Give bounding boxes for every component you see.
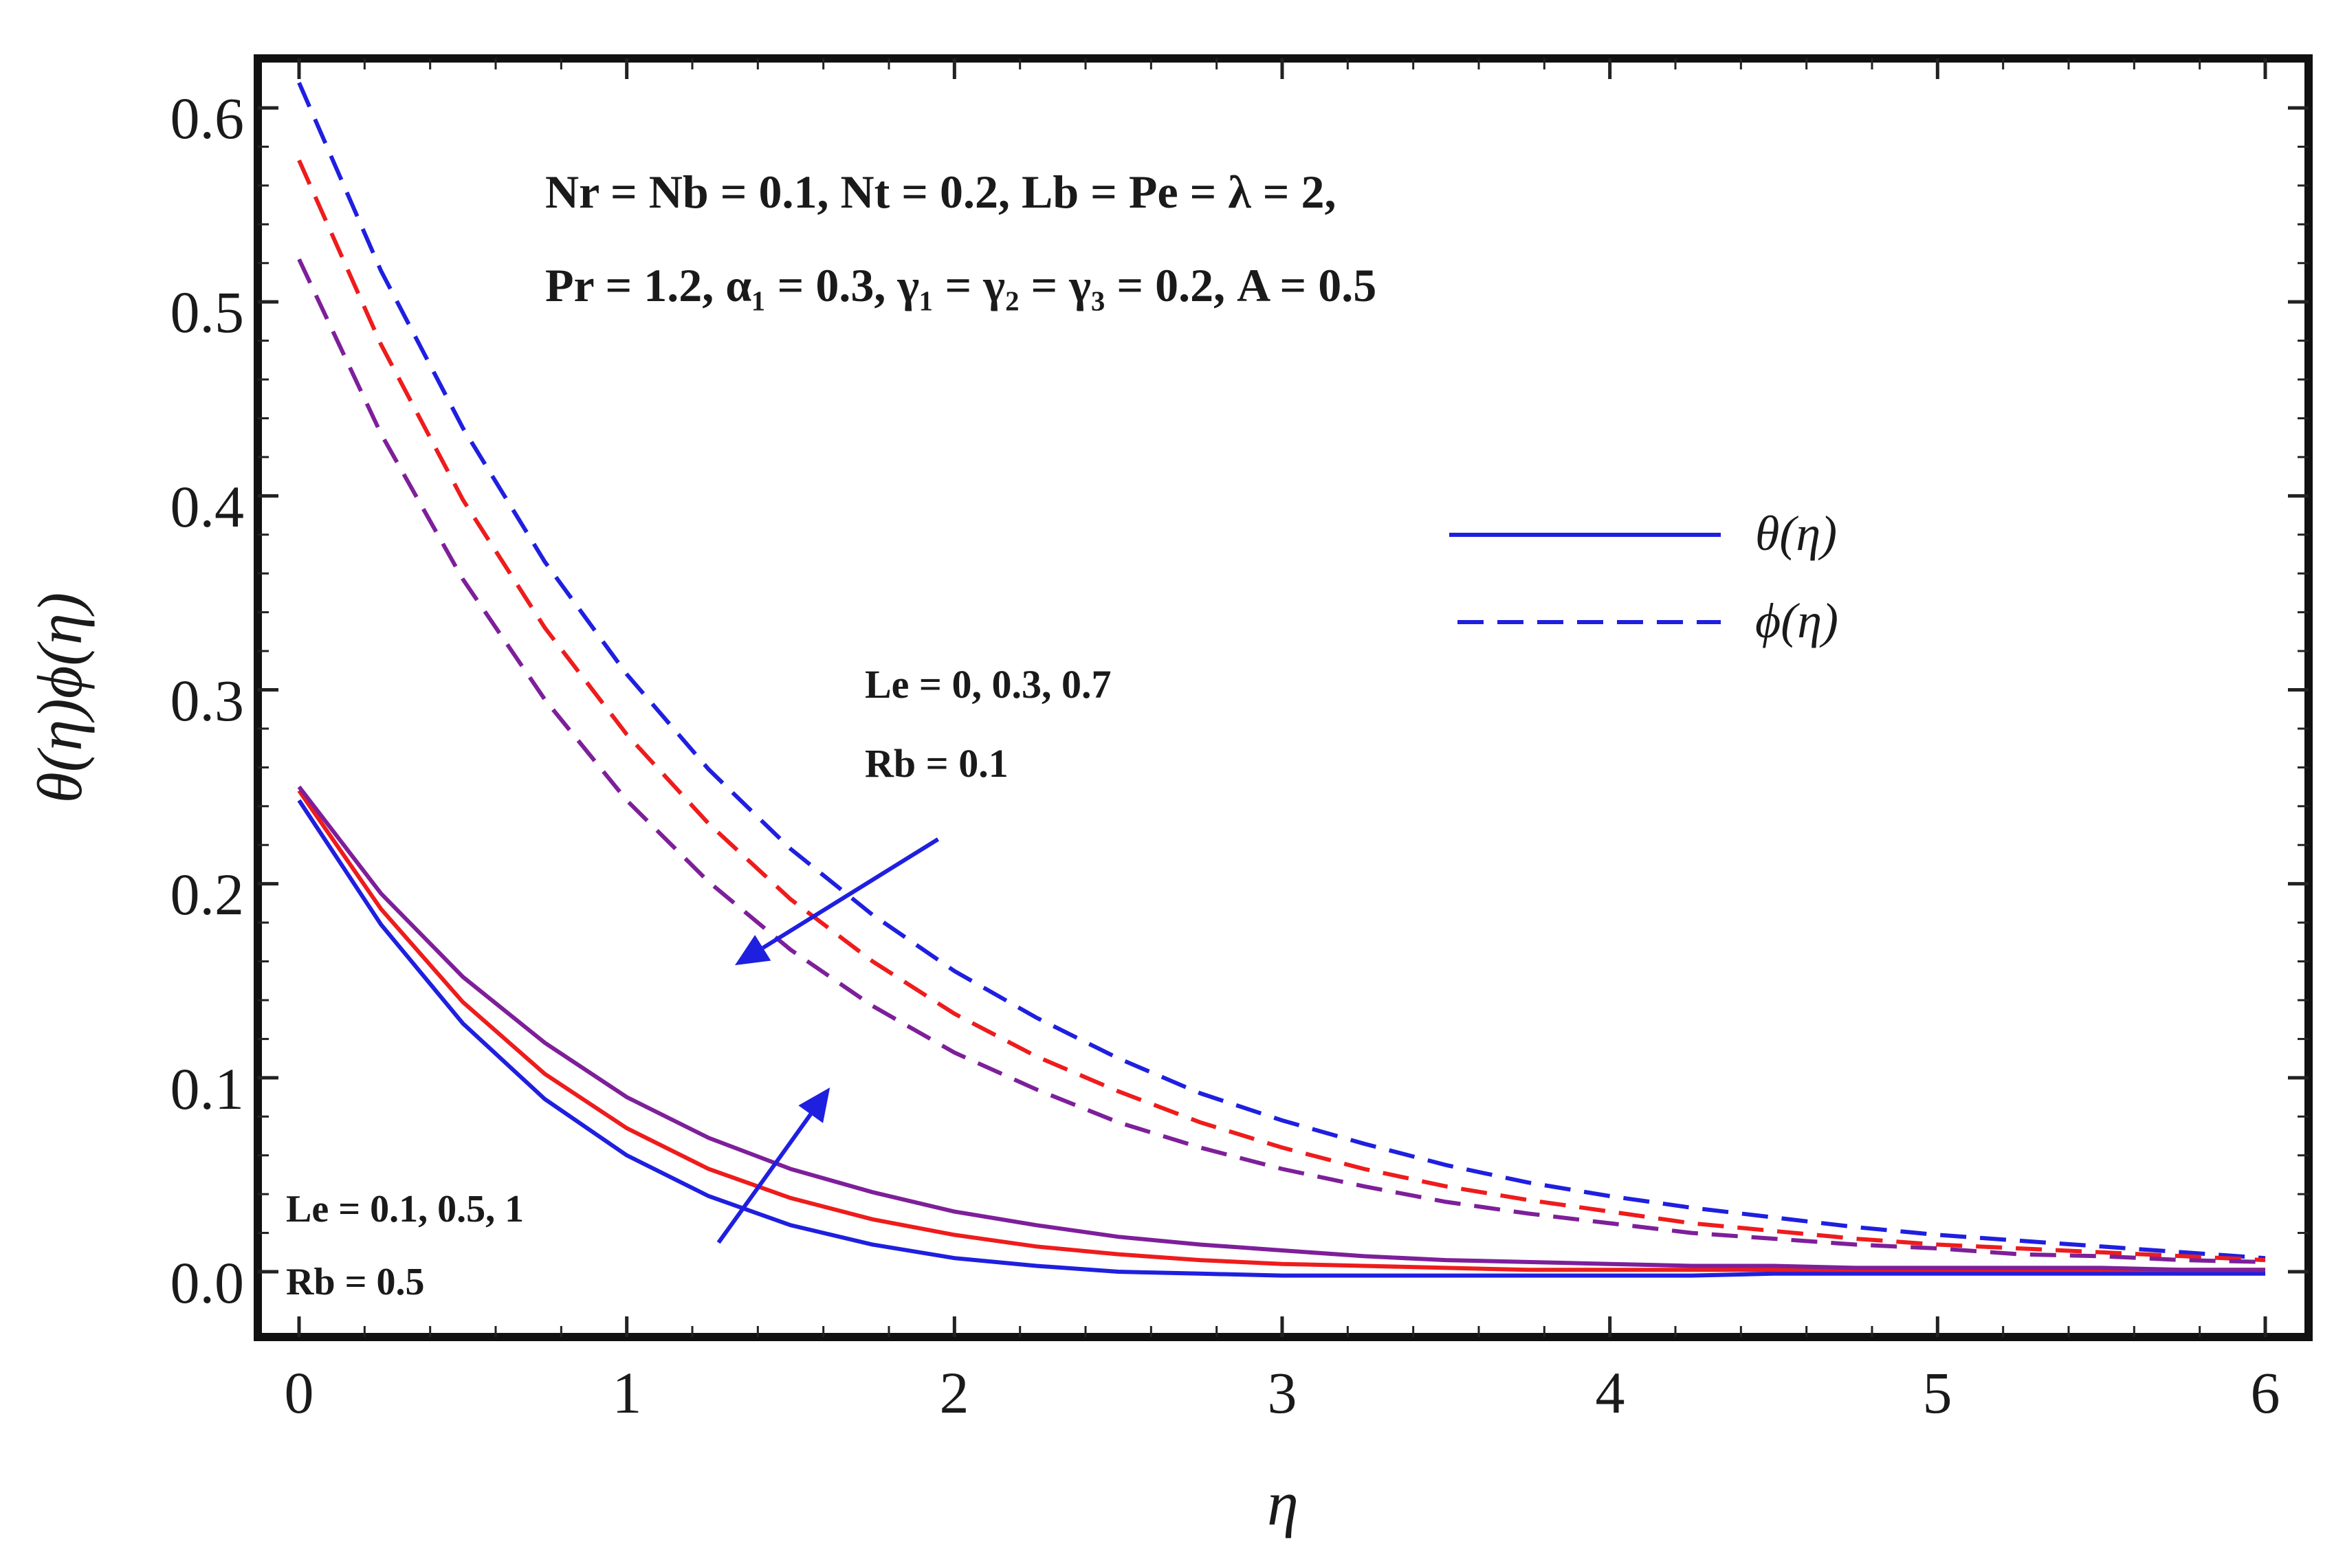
x-tick-label: 5 [1923, 1360, 1952, 1426]
theta-curve-0 [297, 799, 2265, 1278]
axis-ticks [258, 58, 2309, 1337]
y-tick-labels: 0.0 0.1 0.2 0.3 0.4 0.5 0.6 [170, 85, 245, 1316]
y-axis-title: θ(η)ϕ(η) [25, 593, 95, 804]
x-tick-label: 6 [2251, 1360, 2280, 1426]
y-tick-label: 0.1 [170, 1056, 245, 1122]
y-tick-label: 0.2 [170, 861, 245, 927]
x-tick-label: 1 [613, 1360, 642, 1426]
phi-curve-4 [297, 159, 2266, 1263]
phi-curve-3 [297, 82, 2266, 1261]
phi-case-label-rb: Rb = 0.1 [865, 741, 1009, 786]
legend-label-theta: θ(η) [1755, 506, 1837, 561]
phi-trend-arrow-shaft [762, 837, 940, 950]
x-tick-label: 3 [1268, 1360, 1297, 1426]
phi-case-label-le: Le = 0, 0.3, 0.7 [865, 662, 1111, 707]
trend-arrows [716, 837, 940, 1244]
theta-trend-arrow-shaft [716, 1113, 813, 1244]
x-tick-label: 0 [285, 1360, 314, 1426]
phi-trend-arrow-head [734, 935, 771, 966]
x-axis-title: η [1267, 1468, 1299, 1538]
y-tick-label: 0.3 [170, 667, 245, 733]
theta-curve-2 [297, 785, 2265, 1272]
legend-label-phi: ϕ(η) [1755, 593, 1838, 648]
phi-curve-5 [297, 258, 2266, 1264]
y-tick-label: 0.0 [170, 1250, 245, 1316]
curves [297, 82, 2266, 1278]
theta-case-label-rb: Rb = 0.5 [286, 1261, 425, 1303]
params-line-1: Nr = Nb = 0.1, Nt = 0.2, Lb = Pe = λ = 2… [545, 166, 1336, 218]
theta-case-label-le: Le = 0.1, 0.5, 1 [286, 1188, 524, 1230]
theta-trend-arrow-head [798, 1087, 830, 1123]
x-tick-label: 2 [940, 1360, 969, 1426]
x-tick-labels: 0 1 2 3 4 5 6 [285, 1360, 2280, 1426]
y-tick-label: 0.5 [170, 279, 245, 345]
legend: θ(η) ϕ(η) [1449, 506, 1838, 648]
y-tick-label: 0.6 [170, 85, 245, 151]
x-tick-label: 4 [1596, 1360, 1625, 1426]
params-line-2: Pr = 1.2, α₁ = 0.3, γ₁ = γ₂ = γ₃ = 0.2, … [545, 259, 1376, 311]
y-tick-label: 0.4 [170, 474, 245, 540]
